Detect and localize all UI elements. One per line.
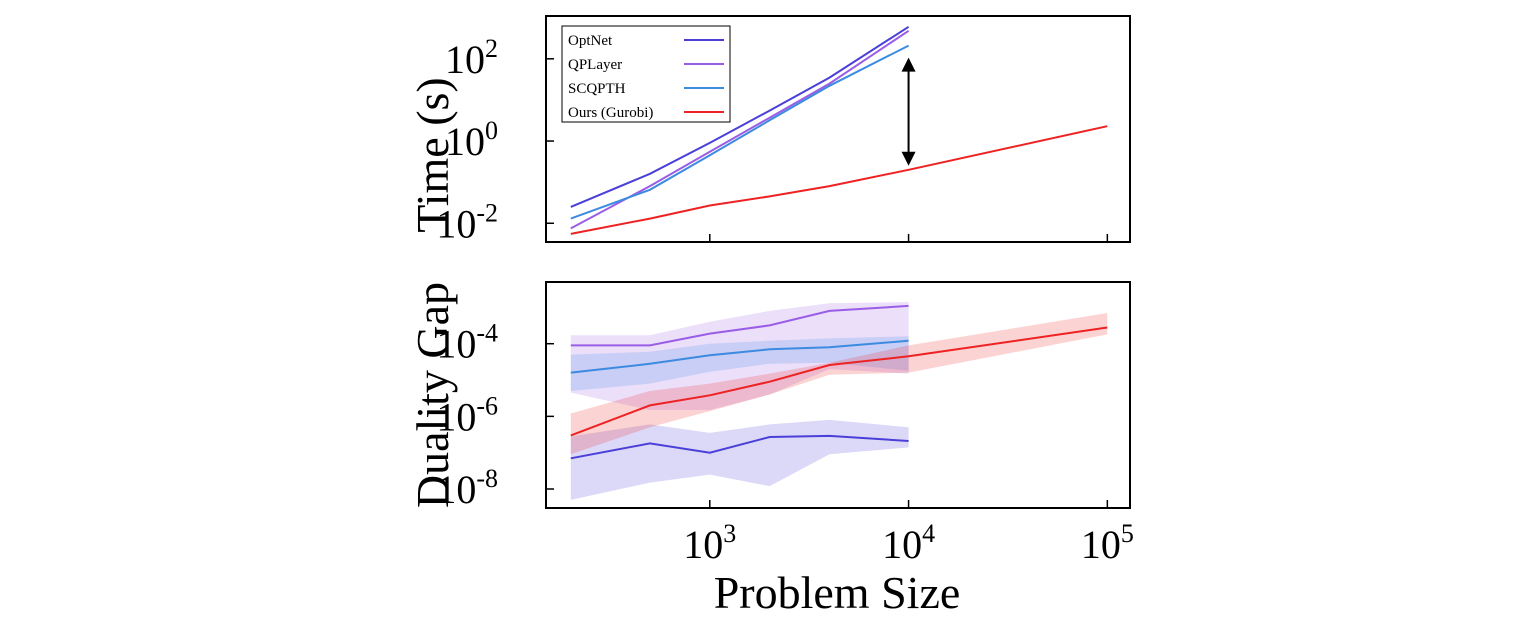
time-plot-frame — [545, 15, 1131, 243]
arrow-head-down — [901, 151, 916, 166]
scqpth-line — [570, 44, 910, 220]
gap-y-tick-label: 10-6 — [436, 391, 498, 439]
x-tick-label: 104 — [882, 519, 935, 567]
optnet-band — [570, 419, 909, 500]
legend-box — [561, 25, 731, 123]
legend: OptNet QPLayer SCQPTH Ours (Gurobi) — [561, 25, 731, 123]
time-y-tick-label: 102 — [445, 34, 498, 82]
scqpth-band — [570, 336, 909, 391]
ours-gurobi-band — [570, 313, 1108, 455]
qplayer-line — [570, 304, 909, 347]
legend-label-qplayer: QPLayer — [568, 57, 622, 73]
x-tick-label: 103 — [683, 519, 736, 567]
arrow-head-up — [901, 57, 916, 72]
time-y-tick-label: 100 — [445, 116, 498, 164]
legend-label-scqpth: SCQPTH — [568, 81, 626, 97]
scqpth-line — [570, 339, 909, 374]
gap-y-tick-label: 10-8 — [436, 464, 498, 512]
ours-gurobi-line — [570, 326, 1108, 437]
optnet-line — [570, 434, 909, 460]
duality-gap-panel: Duality Gap 103 104 105 10-8 10-6 10-4 Proble… — [407, 281, 1134, 618]
time-y-axis-label: Time (s) — [407, 77, 458, 233]
gap-y-tick-label: 10-4 — [436, 319, 498, 367]
x-tick-label: 105 — [1081, 519, 1134, 567]
qplayer-band — [570, 302, 909, 410]
qplayer-line — [570, 29, 910, 230]
speedup-arrow — [901, 57, 916, 166]
gap-plot-frame — [545, 281, 1131, 509]
optnet-line — [570, 25, 910, 208]
time-y-tick-label: 10-2 — [436, 198, 498, 246]
x-axis-label: Problem Size — [714, 567, 961, 618]
ours-gurobi-line — [570, 125, 1108, 235]
legend-label-ours-gurobi: Ours (Gurobi) — [568, 105, 653, 121]
duality-gap-y-axis-label: Duality Gap — [407, 282, 458, 508]
legend-label-optnet: OptNet — [568, 33, 613, 49]
